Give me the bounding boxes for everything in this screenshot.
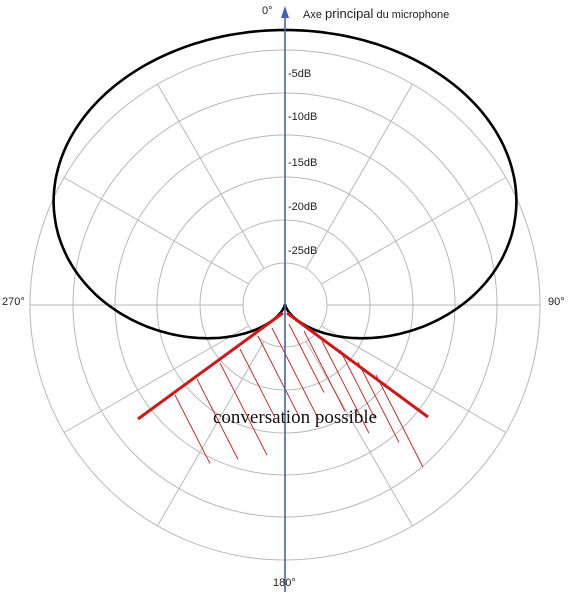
- grid-spoke-30: [305, 83, 413, 269]
- main-axis-title: Axe principal du microphone: [303, 6, 449, 21]
- zone-boundary-left: [137, 311, 284, 421]
- conversation-zone-boundary: [137, 311, 429, 421]
- db-label-25: -25dB: [288, 245, 317, 257]
- db-label-15: -15dB: [288, 157, 317, 169]
- grid-spoke-210: [157, 341, 265, 527]
- conversation-zone-hatching: [174, 323, 424, 468]
- db-label-20: -20dB: [288, 201, 317, 213]
- hatch-line: [219, 362, 268, 456]
- angle-label-90: 90°: [548, 296, 565, 308]
- hatch-line: [196, 378, 239, 460]
- angle-label-0: 0°: [262, 5, 273, 17]
- hatch-line: [375, 374, 424, 468]
- grid-spoke-150: [305, 341, 413, 527]
- hatch-line: [339, 349, 376, 419]
- hatch-line: [271, 327, 320, 421]
- grid-spoke-330: [157, 83, 265, 269]
- main-axis-arrowhead: [281, 6, 289, 18]
- hatch-line: [174, 394, 211, 464]
- hatch-line: [303, 330, 346, 412]
- db-label-10: -10dB: [288, 111, 317, 123]
- grid-spoke-120: [321, 325, 507, 433]
- hatch-line: [288, 323, 325, 393]
- grid-spoke-240: [63, 325, 249, 433]
- grid-spoke-60: [321, 177, 507, 285]
- hatch-line: [257, 335, 300, 417]
- grid-spoke-300: [63, 177, 249, 285]
- hatch-line: [357, 361, 400, 443]
- db-label-5: -5dB: [288, 68, 311, 80]
- zone-boundary-right: [286, 311, 429, 419]
- angle-label-270: 270°: [2, 296, 25, 308]
- main-axis-arrow: [281, 6, 289, 592]
- angle-label-180: 180°: [273, 577, 296, 589]
- hatch-line: [321, 340, 370, 434]
- conversation-zone-label: conversation possible: [213, 407, 377, 428]
- hatch-line: [239, 348, 276, 418]
